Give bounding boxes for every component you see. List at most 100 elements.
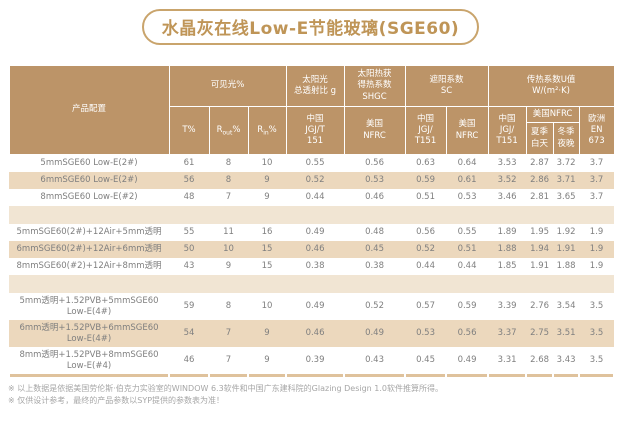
footnote-line: ※ 仅供设计参考，最终的产品参数以SYP提供的参数表为准！ (8, 396, 225, 405)
table-cell: 1.95 (526, 224, 554, 241)
table-cell: 0.59 (446, 293, 489, 320)
col-header-g-china-jgjt151: 中国 JGJ/T 151 (285, 106, 345, 155)
table-cell: 2.86 (526, 172, 554, 189)
table-cell: 0.51 (446, 241, 489, 258)
table-cell: 0.59 (405, 172, 447, 189)
product-label: 8mmSGE60(#2)+12Air+8mm透明 (9, 258, 169, 275)
table-cell: 0.56 (344, 154, 406, 172)
col-header-summer-day: 夏季 白天 (525, 122, 554, 155)
table-cell: 0.44 (446, 258, 489, 275)
table-cell: 3.54 (553, 293, 580, 320)
col-header-europe-en673: 欧洲 EN 673 (578, 106, 615, 155)
table-cell: 1.92 (553, 224, 580, 241)
table-cell: 3.65 (553, 189, 580, 206)
table-row: 5mmSGE60 Low-E(2#) 61 8 10 0.55 0.56 0.6… (9, 154, 615, 172)
table-cell: 0.63 (405, 154, 447, 172)
product-label: 8mmSGE60 Low-E(#2) (9, 189, 169, 206)
table-cell: 7 (209, 320, 248, 347)
table-bottom-border (8, 374, 616, 377)
table-cell: 1.85 (488, 258, 527, 275)
table-cell: 1.88 (488, 241, 527, 258)
table-cell: 9 (248, 320, 287, 347)
table-cell: 2.76 (526, 293, 554, 320)
table-cell: 1.9 (579, 241, 615, 258)
product-label: 8mm透明+1.52PVB+8mmSGE60 Low-E(#4) (9, 347, 169, 374)
col-group-u-value: 传热系数U值 W/(m²·K) (487, 65, 615, 107)
table-cell: 0.55 (446, 224, 489, 241)
table-cell: 1.9 (579, 258, 615, 275)
table-cell: 0.45 (344, 241, 406, 258)
table-cell: 2.68 (526, 347, 554, 374)
table-cell: 0.38 (286, 258, 345, 275)
table-cell: 0.52 (344, 293, 406, 320)
table-row: 6mm透明+1.52PVB+6mmSGE60 Low-E(4#) 54 7 9 … (9, 320, 615, 347)
table-cell: 9 (248, 172, 287, 189)
table-cell: 1.89 (488, 224, 527, 241)
table-cell: 61 (169, 154, 209, 172)
col-header-sc-us-nfrc: 美国 NFRC (445, 106, 489, 155)
table-cell: 3.31 (488, 347, 527, 374)
table-cell: 9 (248, 189, 287, 206)
col-header-r-in: Rin% (247, 106, 287, 155)
header-row-groups: 产品配置 可见光% 太阳光 总透射比 g 太阳热获 得热系数 SHGC 遮阳系数… (8, 65, 615, 155)
product-label: 6mmSGE60 Low-E(2#) (9, 172, 169, 189)
product-label: 5mm透明+1.52PVB+5mmSGE60 Low-E(4#) (9, 293, 169, 320)
table-cell: 0.49 (446, 347, 489, 374)
table-cell: 0.56 (446, 320, 489, 347)
header-row-nfrc-split: 夏季 白天 冬季 夜晚 (9, 122, 614, 155)
table-cell: 3.53 (488, 154, 527, 172)
table-cell: 0.51 (405, 189, 447, 206)
table-cell: 10 (248, 293, 287, 320)
table-cell: 0.52 (286, 172, 345, 189)
table-cell: 8 (209, 293, 248, 320)
table-cell: 0.43 (344, 347, 406, 374)
table-cell: 0.56 (405, 224, 447, 241)
table-cell: 7 (209, 347, 248, 374)
table-cell: 2.87 (526, 154, 554, 172)
table-cell: 0.49 (344, 320, 406, 347)
col-group-sc: 遮阳系数 SC (404, 65, 489, 107)
table-row: 8mm透明+1.52PVB+8mmSGE60 Low-E(#4) 46 7 9 … (9, 347, 615, 374)
table-cell: 56 (169, 172, 209, 189)
table-cell: 0.55 (286, 154, 345, 172)
table-cell: 54 (169, 320, 209, 347)
col-group-solar-g: 太阳光 总透射比 g (285, 65, 345, 107)
table-cell: 16 (248, 224, 287, 241)
table-cell: 3.51 (553, 320, 580, 347)
table-row: 6mmSGE60 Low-E(2#) 56 8 9 0.52 0.53 0.59… (9, 172, 615, 189)
table-cell: 7 (209, 189, 248, 206)
table-cell: 15 (248, 258, 287, 275)
table-cell: 8 (209, 172, 248, 189)
table-cell: 0.46 (286, 241, 345, 258)
table-cell: 0.38 (344, 258, 406, 275)
table-cell: 0.46 (344, 189, 406, 206)
table-cell: 9 (209, 258, 248, 275)
table-cell: 50 (169, 241, 209, 258)
table-cell: 3.37 (488, 320, 527, 347)
table-cell: 43 (169, 258, 209, 275)
table-cell: 10 (248, 154, 287, 172)
col-group-visible-light: 可见光% (168, 65, 287, 107)
table-cell: 3.7 (579, 154, 615, 172)
table-cell: 3.5 (579, 347, 615, 374)
separator-row (9, 206, 615, 224)
table-cell: 1.91 (526, 258, 554, 275)
table-cell: 0.53 (405, 320, 447, 347)
table-cell: 0.49 (286, 293, 345, 320)
col-header-u-us-nfrc: 美国NFRC (525, 106, 580, 123)
spec-table: 产品配置 可见光% 太阳光 总透射比 g 太阳热获 得热系数 SHGC 遮阳系数… (8, 65, 616, 377)
table-cell: 0.44 (405, 258, 447, 275)
table-cell: 3.5 (579, 293, 615, 320)
table-cell: 3.43 (553, 347, 580, 374)
table-cell: 46 (169, 347, 209, 374)
col-header-winter-night: 冬季 夜晚 (552, 122, 580, 155)
table-cell: 0.64 (446, 154, 489, 172)
table-row: 8mmSGE60 Low-E(#2) 48 7 9 0.44 0.46 0.51… (9, 189, 615, 206)
table-row: 6mmSGE60(2#)+12Air+6mm透明 50 10 15 0.46 0… (9, 241, 615, 258)
table-cell: 1.9 (579, 224, 615, 241)
col-header-product: 产品配置 (8, 65, 170, 155)
footnote-line: ※ 以上数据是依据美国劳伦斯·伯克力实验室的WINDOW 6.3软件和中国广东建… (8, 384, 443, 393)
col-header-shgc-us-nfrc: 美国 NFRC (343, 106, 406, 155)
table-cell: 55 (169, 224, 209, 241)
table-cell: 3.46 (488, 189, 527, 206)
